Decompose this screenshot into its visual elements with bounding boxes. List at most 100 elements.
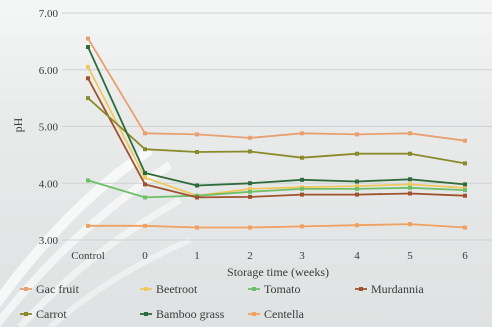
legend-swatch-marker (144, 287, 148, 291)
legend-label: Carrot (36, 307, 67, 321)
y-tick-label: 4.00 (39, 178, 59, 190)
x-tick-label: 2 (247, 250, 253, 262)
x-tick-label: 3 (299, 250, 305, 262)
data-point (408, 177, 412, 182)
y-tick-labels: 3.00 4.00 5.00 6.00 7.00 (39, 8, 59, 247)
data-point (463, 225, 467, 230)
series-line (88, 223, 466, 229)
data-point (355, 132, 359, 137)
series-line (87, 38, 466, 142)
data-point (248, 194, 252, 199)
series-3 (86, 76, 467, 200)
data-point (300, 186, 304, 191)
data-point (408, 182, 412, 187)
legend: Gac fruit Beetroot Tomato Murdannia Carrot Ba… (20, 282, 424, 321)
data-point (86, 96, 90, 101)
data-point (86, 45, 90, 50)
legend-item: Centella (248, 307, 305, 321)
x-tick-label: 6 (462, 250, 468, 262)
y-tick-label: 5.00 (39, 122, 59, 134)
data-point (355, 192, 359, 197)
data-point (248, 189, 252, 194)
x-tick-labels: Control 0 1 2 3 4 5 6 (71, 250, 468, 262)
legend-swatch-marker (252, 287, 256, 291)
data-point (463, 138, 467, 143)
series-line (87, 97, 466, 165)
legend-label: Bamboo grass (156, 307, 225, 321)
x-axis-title: Storage time (weeks) (227, 265, 329, 279)
data-point (355, 184, 359, 189)
legend-swatch-marker (24, 287, 28, 291)
x-tick-label: 1 (194, 250, 200, 262)
y-tick-label: 6.00 (39, 65, 59, 77)
legend-item: Tomato (248, 282, 301, 296)
legend-item: Murdannia (355, 282, 424, 296)
data-point (300, 177, 304, 182)
y-axis-title: pH (11, 117, 25, 132)
series-4 (86, 96, 467, 166)
series-line (87, 66, 466, 197)
data-point (463, 185, 467, 190)
gridlines (62, 12, 492, 241)
legend-label: Tomato (264, 282, 301, 296)
data-point (143, 223, 147, 228)
legend-label: Beetroot (156, 282, 198, 296)
data-point (143, 171, 147, 176)
data-point (143, 182, 147, 187)
data-point (408, 185, 412, 190)
data-point (195, 132, 199, 137)
data-point (143, 195, 147, 200)
series-0 (86, 36, 467, 143)
y-tick-label: 7.00 (39, 8, 59, 20)
background-arcs (0, 145, 192, 327)
data-point (195, 225, 199, 230)
data-point (408, 191, 412, 196)
data-point (195, 150, 199, 155)
data-point (143, 131, 147, 136)
data-point (86, 178, 90, 183)
data-point (248, 135, 252, 140)
legend-swatch-marker (359, 287, 363, 291)
x-tick-label: 0 (142, 250, 148, 262)
data-point (86, 64, 90, 69)
series-line (87, 46, 466, 187)
data-point (408, 222, 412, 227)
x-tick-label: 5 (407, 250, 413, 262)
series-6 (86, 222, 467, 230)
series-5 (86, 45, 467, 188)
data-point (248, 225, 252, 230)
data-point (463, 188, 467, 193)
data-point (355, 223, 359, 228)
data-point (300, 192, 304, 197)
legend-label: Murdannia (371, 282, 424, 296)
data-point (300, 155, 304, 160)
data-point (463, 182, 467, 187)
legend-item: Gac fruit (20, 282, 80, 296)
series-line (87, 179, 466, 199)
data-point (195, 183, 199, 188)
data-point (248, 186, 252, 191)
data-point (143, 147, 147, 152)
x-tick-label: 4 (354, 250, 360, 262)
legend-label: Centella (264, 307, 305, 321)
data-point (408, 131, 412, 136)
data-point (86, 36, 90, 41)
x-tick-label: Control (71, 250, 105, 262)
data-point (355, 151, 359, 156)
data-point (300, 131, 304, 136)
legend-swatch-marker (252, 312, 256, 316)
y-tick-label: 3.00 (39, 235, 59, 247)
data-point (355, 186, 359, 191)
legend-swatch-marker (24, 312, 28, 316)
legend-item: Beetroot (140, 282, 198, 296)
legend-label: Gac fruit (36, 282, 80, 296)
data-point (355, 179, 359, 184)
data-point (248, 181, 252, 186)
data-point (300, 224, 304, 229)
legend-swatch-marker (144, 312, 148, 316)
data-point (463, 161, 467, 166)
data-point (463, 193, 467, 198)
data-point (86, 76, 90, 81)
data-point (143, 175, 147, 180)
